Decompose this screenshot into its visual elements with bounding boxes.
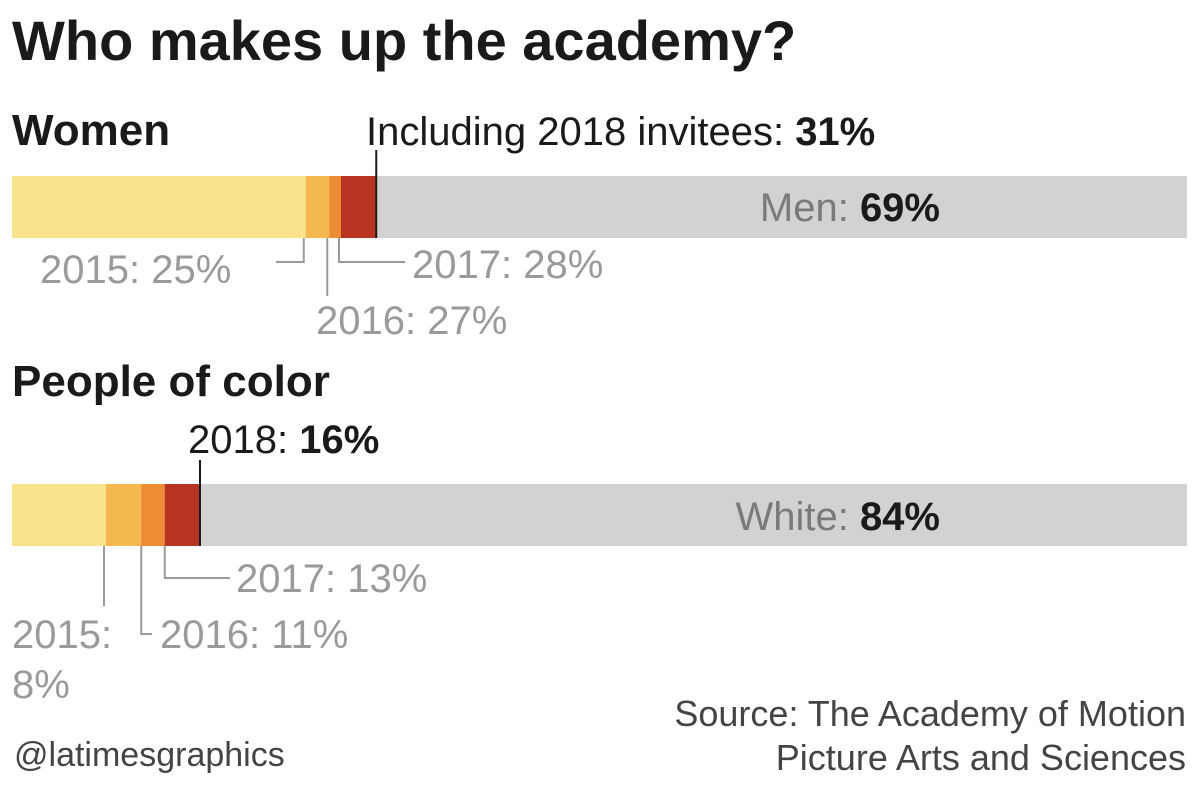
poc-2017-label: 2017: 13% [236, 557, 427, 601]
poc-heading: People of color [12, 357, 330, 406]
credit: @latimesgraphics [14, 736, 285, 774]
women-bar-segment-2018 [341, 176, 377, 238]
poc-chart: People of color 2018: 16% White: 84% 201… [12, 357, 1187, 707]
poc-bar-segment-2017 [141, 484, 165, 546]
women-bar-segment-2017 [329, 176, 341, 238]
women-bar-segment-2016 [305, 176, 330, 238]
source-line-1: Source: The Academy of Motion [674, 693, 1186, 734]
poc-rest-label: White: 84% [735, 495, 940, 539]
poc-bar-segment-2015 [12, 484, 106, 546]
women-2015-label: 2015: 25% [40, 248, 231, 292]
women-rest-label: Men: 69% [760, 186, 940, 230]
women-2017-label: 2017: 28% [412, 243, 603, 287]
women-bar-segment-2015 [12, 176, 306, 238]
poc-2015-label-line1: 2015: [12, 613, 112, 657]
women-2016-label: 2016: 27% [316, 299, 507, 343]
poc-2017-leader [163, 546, 230, 579]
poc-2016-label: 2016: 11% [160, 613, 348, 657]
women-heading: Women [12, 106, 170, 155]
women-2015-leader [276, 238, 305, 263]
poc-bar-segment-2018 [164, 484, 200, 546]
source-line-2: Picture Arts and Sciences [776, 737, 1186, 778]
poc-2015-label-line2: 8% [12, 663, 70, 707]
poc-bar-segment-2016 [106, 484, 142, 546]
women-2018-label: Including 2018 invitees: 31% [366, 110, 875, 154]
women-chart: Women Including 2018 invitees: 31% Men: … [12, 106, 1187, 343]
women-2017-leader [338, 238, 405, 263]
chart-title: Who makes up the academy? [12, 9, 796, 72]
poc-2016-leader [140, 546, 152, 635]
poc-bar-remainder [12, 484, 1187, 546]
poc-2018-label: 2018: 16% [188, 418, 379, 462]
